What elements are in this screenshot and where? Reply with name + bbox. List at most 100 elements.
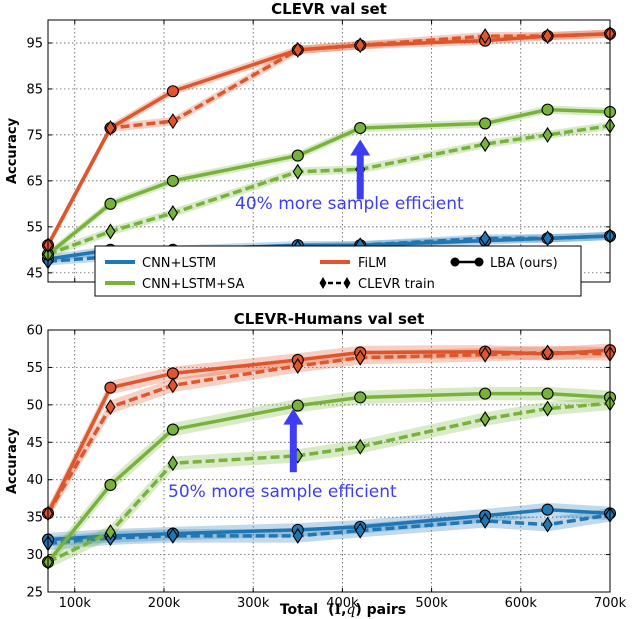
- legend-label-cnn-lstm: CNN+LSTM: [142, 256, 216, 271]
- point-film-clevr-train: [355, 349, 366, 366]
- y-tick-label: 55: [26, 361, 43, 376]
- point-cnn-lstm-sa-lba: [166, 174, 179, 187]
- point-cnn-lstm-clevr-train: [292, 527, 303, 544]
- y-tick-label: 55: [26, 220, 43, 235]
- annotation-text-top: 40% more sample efficient: [235, 194, 464, 214]
- point-cnn-lstm-sa-clevr-train: [105, 524, 116, 541]
- annotation-arrow-bottom: [283, 408, 304, 473]
- series-group: [48, 29, 610, 266]
- y-tick-label: 35: [26, 511, 43, 526]
- point-cnn-lstm-sa-lba: [354, 121, 367, 135]
- y-tick-label: 60: [26, 324, 43, 339]
- point-cnn-lstm-sa-clevr-train: [479, 136, 491, 153]
- y-tick-label: 45: [26, 266, 43, 281]
- legend-label-clevr-train: CLEVR train: [358, 277, 435, 292]
- y-tick-label: 50: [26, 398, 43, 413]
- point-cnn-lstm-sa-clevr-train: [542, 126, 553, 143]
- point-film-clevr-train: [105, 120, 116, 137]
- point-cnn-lstm-sa-clevr-train: [542, 400, 553, 417]
- legend-key-clevr-train-marker: [319, 277, 327, 289]
- point-film-clevr-train: [355, 37, 366, 54]
- legend-key-lba-marker: [450, 257, 460, 267]
- point-cnn-lstm-clevr-train: [542, 230, 553, 247]
- chart-title-bottom: CLEVR-Humans val set: [234, 310, 425, 328]
- point-cnn-lstm-sa-lba: [166, 423, 179, 436]
- point-cnn-lstm-sa-clevr-train: [167, 205, 179, 222]
- point-film-clevr-train: [292, 357, 303, 374]
- point-cnn-lstm-sa-lba: [291, 399, 304, 412]
- point-film-lba: [166, 367, 179, 380]
- band-cnn-lstm-lba: [48, 502, 610, 547]
- legend-key-lba-marker: [474, 257, 484, 267]
- y-tick-label: 95: [26, 36, 43, 51]
- line-film-clevr-train: [48, 350, 610, 515]
- point-film-lba: [104, 381, 117, 394]
- point-cnn-lstm-sa-lba: [354, 391, 367, 404]
- line-film-lba: [48, 348, 610, 515]
- point-cnn-lstm-lba: [541, 503, 554, 516]
- point-film-clevr-train: [542, 344, 553, 361]
- point-cnn-lstm-clevr-train: [479, 512, 491, 529]
- x-tick-label: 300k: [237, 596, 270, 611]
- x-tick-label: 500k: [415, 596, 448, 611]
- point-cnn-lstm-sa-lba: [479, 387, 492, 400]
- series-group: [48, 343, 610, 569]
- band-cnn-lstm-sa-lba: [48, 105, 610, 259]
- point-cnn-lstm-sa-lba: [479, 117, 492, 130]
- point-cnn-lstm-sa-lba: [104, 197, 117, 210]
- point-cnn-lstm-sa-lba: [104, 478, 117, 492]
- y-tick-label: 85: [26, 82, 43, 97]
- y-tick-label: 75: [26, 128, 43, 143]
- legend-label-lba: LBA (ours): [490, 256, 558, 271]
- y-axis-label-bottom: Accuracy: [5, 427, 20, 494]
- legend-label-film: FiLM: [358, 256, 387, 271]
- point-film-lba: [166, 85, 179, 98]
- point-film-clevr-train: [167, 113, 179, 130]
- legend-label-cnn-lstm-sa: CNN+LSTM+SA: [142, 277, 244, 292]
- point-cnn-lstm-clevr-train: [542, 516, 553, 533]
- line-cnn-lstm-lba: [48, 507, 610, 542]
- line-cnn-lstm-clevr-train: [48, 513, 610, 546]
- chart-title-top: CLEVR val set: [271, 0, 387, 18]
- line-film-clevr-train: [48, 32, 610, 247]
- point-film-clevr-train: [542, 28, 553, 45]
- point-cnn-lstm-clevr-train: [479, 230, 491, 247]
- legend: CNN+LSTM FiLM LBA (ours) CNN+LSTM+SA CLEVR t…: [94, 245, 582, 297]
- annotation-text-bottom: 50% more sample efficient: [168, 482, 397, 502]
- band-cnn-lstm-clevr-train: [48, 508, 610, 551]
- x-tick-label: 200k: [148, 596, 181, 611]
- y-tick-label: 40: [26, 473, 43, 488]
- annotation-arrow-top: [350, 139, 371, 200]
- band-cnn-lstm-sa-lba: [48, 386, 610, 569]
- panel-clevr-humans-val: CLEVR-Humans val set 25 30 35 40 45 50 55 60 100k…: [5, 310, 627, 611]
- panel-clevr-val: CLEVR val set 45 55 65 75 85 95 Accuracy 40% mor…: [5, 0, 617, 283]
- point-film-clevr-train: [479, 28, 491, 45]
- point-film-clevr-train: [292, 41, 303, 58]
- axes-frame-bottom: [47, 329, 611, 593]
- y-axis-label-top: Accuracy: [5, 117, 20, 184]
- legend-key-clevr-train-marker: [343, 277, 351, 289]
- point-film-clevr-train: [105, 399, 116, 416]
- band-film-clevr-train: [48, 345, 610, 521]
- y-tick-label: 45: [26, 436, 43, 451]
- y-tick-label: 25: [26, 586, 43, 601]
- point-cnn-lstm-clevr-train: [167, 527, 179, 544]
- line-cnn-lstm-sa-clevr-train: [48, 123, 610, 257]
- band-cnn-lstm-sa-clevr-train: [48, 396, 610, 569]
- line-cnn-lstm-sa-lba: [48, 391, 610, 564]
- x-tick-label: 100k: [59, 596, 92, 611]
- y-tick-label: 30: [26, 548, 43, 563]
- legend-frame: [94, 245, 582, 297]
- x-tick-label: 400k: [326, 596, 359, 611]
- point-film-clevr-train: [479, 346, 491, 363]
- point-cnn-lstm-sa-lba: [291, 149, 304, 162]
- point-cnn-lstm-sa-clevr-train: [292, 163, 303, 180]
- point-cnn-lstm-sa-lba: [541, 387, 554, 400]
- point-cnn-lstm-sa-clevr-train: [105, 223, 116, 240]
- line-cnn-lstm-sa-clevr-train: [48, 401, 610, 564]
- point-film-clevr-train: [167, 377, 179, 394]
- point-cnn-lstm-sa-clevr-train: [355, 438, 366, 455]
- point-cnn-lstm-clevr-train: [355, 522, 366, 539]
- point-cnn-lstm-sa-lba: [541, 103, 554, 116]
